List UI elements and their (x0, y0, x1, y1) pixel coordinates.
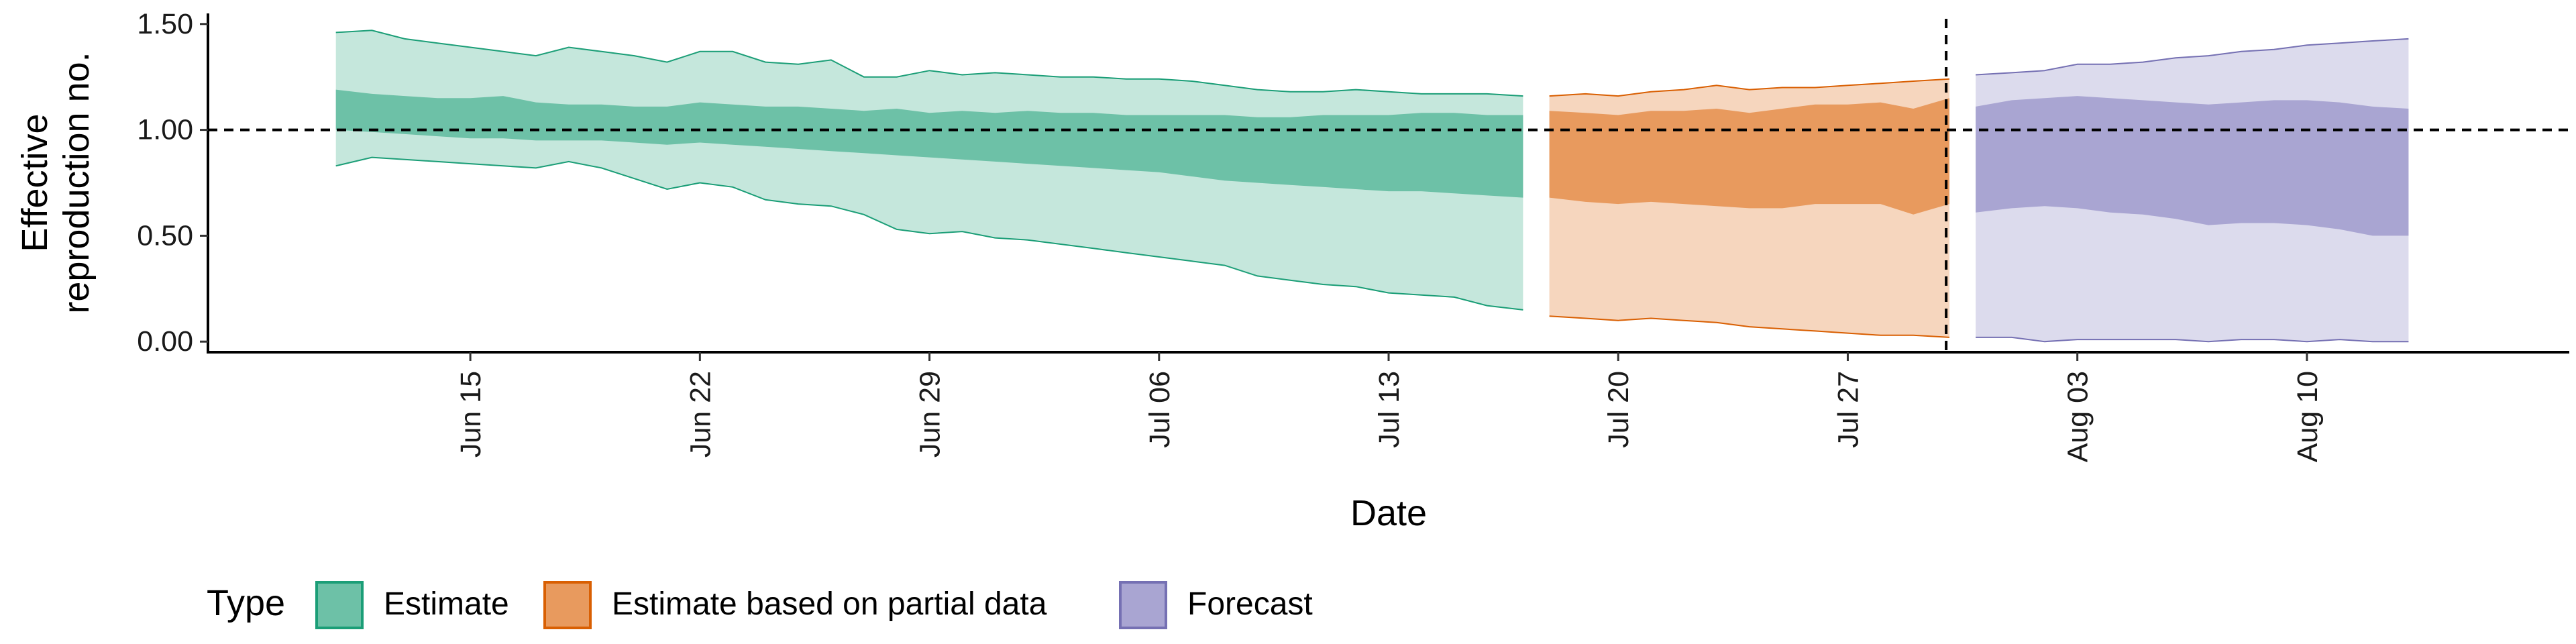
upper-line-0 (335, 30, 1523, 97)
inner-band-1 (1549, 98, 1949, 215)
legend-key-0 (315, 581, 364, 629)
lower-line-1 (1549, 315, 1950, 338)
x-tick-label-7: Aug 03 (2062, 371, 2094, 462)
upper-line-1 (1549, 78, 1950, 97)
legend-key-1 (543, 581, 592, 629)
legend-label-2: Forecast (1187, 586, 1313, 622)
y-axis-title-line-0: Effective (15, 113, 55, 252)
inner-band-0 (335, 89, 1523, 198)
lower-line-0 (335, 156, 1523, 311)
legend-label-0: Estimate (384, 586, 509, 622)
x-tick-label-4: Jul 13 (1373, 371, 1405, 448)
reference-lines (208, 19, 2569, 352)
x-tick-label-2: Jun 29 (914, 371, 947, 458)
y-tick-label-1: 0.50 (137, 219, 193, 252)
legend-label-1: Estimate based on partial data (612, 586, 1047, 622)
x-tick-label-5: Jul 20 (1603, 371, 1635, 448)
upper-line-2 (1976, 38, 2409, 76)
x-tick-label-3: Jul 06 (1144, 371, 1176, 448)
legend-key-2 (1119, 581, 1167, 629)
series-bands (335, 30, 2409, 343)
x-tick-label-0: Jun 15 (455, 371, 487, 458)
series-2 (1976, 38, 2409, 343)
x-tick-label-1: Jun 22 (684, 371, 716, 458)
y-tick-label-2: 1.00 (137, 114, 193, 146)
x-tick-label-8: Aug 10 (2292, 371, 2324, 462)
lower-line-2 (1976, 336, 2409, 343)
y-axis-title: Effectivereproduction no. (15, 52, 97, 313)
y-tick-label-0: 0.00 (137, 325, 193, 358)
series-0 (335, 30, 1523, 311)
legend: Type Estimate Estimate based on partial d… (207, 581, 1313, 629)
axes: 0.00 0.50 1.00 1.50 Jun 15 Jun 22 Jun 29 Jul 06… (137, 8, 2569, 462)
legend-title: Type (207, 583, 285, 623)
y-tick-label-3: 1.50 (137, 8, 193, 40)
x-axis-title: Date (1350, 493, 1427, 533)
series-1 (1549, 78, 1950, 338)
y-axis-title-line-1: reproduction no. (56, 52, 97, 313)
x-tick-label-6: Jul 27 (1832, 371, 1864, 448)
outer-band-0 (335, 30, 1523, 310)
